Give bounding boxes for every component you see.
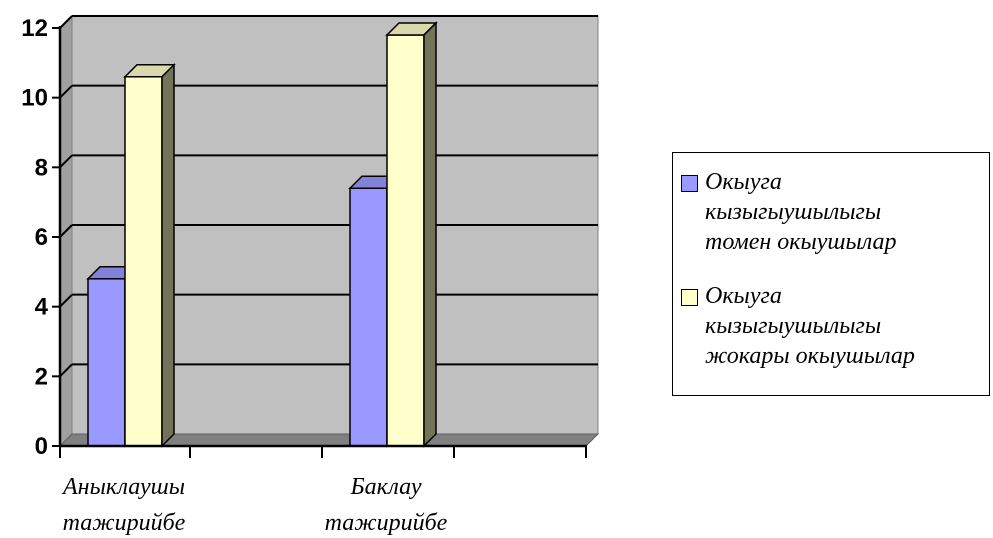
gridline-side [59,363,73,378]
legend-label-high-line-2: кызыгыушылыгы [705,313,882,339]
legend-label-low: Окыуга кызыгыушылыгы томен окыушылар [705,167,977,257]
y-tick-label: 2 [35,363,48,390]
x-axis-labels: Аныклаушы тажирийбе Баклау тажирийбе [61,474,448,536]
legend-label-high-line-1: Окыуга [705,283,782,309]
bar-front [87,278,126,447]
gridline-side [59,154,73,169]
bars [86,21,438,448]
bar [385,21,438,448]
gridline-side [59,224,73,238]
legend-label-high-line-3: жокары окыушылар [705,343,915,369]
legend-swatch-high [681,289,698,306]
y-tick-label: 6 [35,224,48,251]
y-tick-label: 8 [35,154,48,181]
bar-front [124,76,163,447]
legend-label-low-line-3: томен окыушылар [705,229,897,255]
y-tick-label: 0 [35,433,48,460]
y-axis-ticks: 0 2 4 6 8 10 12 [21,15,60,460]
x-category-label: Аныклаушы [61,474,185,500]
x-category-label: тажирийбе [63,510,186,536]
bar-side [161,62,175,448]
bar-front [349,187,388,447]
bar-front [386,34,425,447]
x-category-label: Баклау [350,474,422,500]
bar-side [423,21,437,448]
y-tick-label: 4 [35,294,49,321]
legend: Окыуга кызыгыушылыгы томен окыушылар Окы… [672,152,990,396]
y-tick-label: 10 [21,85,48,112]
gridline-side [59,15,73,29]
legend-swatch-low [681,175,698,192]
legend-label-high: Окыуга кызыгыушылыгы жокары окыушылар [705,281,977,371]
gridline-side [59,293,73,308]
y-tick-label: 12 [21,15,48,42]
bar [123,62,176,448]
gridline-side [59,84,73,99]
x-category-label: тажирийбе [325,510,448,536]
legend-label-low-line-2: кызыгыушылыгы [705,199,882,225]
legend-label-low-line-1: Окыуга [705,169,782,195]
